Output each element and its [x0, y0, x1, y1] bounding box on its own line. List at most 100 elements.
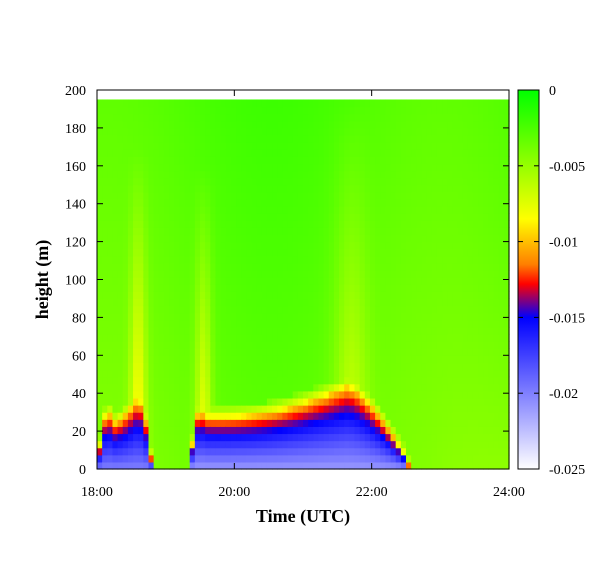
heatmap-cell — [462, 191, 469, 200]
heatmap-cell — [493, 390, 500, 399]
heatmap-cell — [127, 284, 134, 292]
heatmap-cell — [308, 248, 314, 257]
heatmap-cell — [390, 447, 397, 456]
heatmap-cell — [174, 369, 180, 378]
heatmap-cell — [256, 284, 263, 292]
heatmap-cell — [292, 220, 299, 228]
heatmap-cell — [148, 341, 155, 349]
heatmap-cell — [375, 227, 381, 236]
heatmap-cell — [426, 341, 433, 349]
heatmap-cell — [395, 106, 402, 115]
heatmap-cell — [333, 213, 340, 221]
heatmap-cell — [385, 191, 392, 200]
heatmap-cell — [503, 198, 510, 207]
heatmap-cell — [230, 298, 237, 307]
heatmap-cell — [133, 419, 139, 427]
heatmap-cell — [282, 142, 289, 150]
heatmap-cell — [339, 113, 345, 122]
heatmap-cell — [385, 220, 392, 228]
heatmap-cell — [107, 426, 114, 435]
heatmap-cell — [148, 461, 155, 470]
heatmap-cell — [215, 163, 222, 172]
heatmap-cell — [462, 248, 469, 257]
heatmap-cell — [375, 369, 381, 378]
heatmap-cell — [138, 191, 144, 200]
heatmap-cell — [488, 206, 495, 214]
heatmap-cell — [400, 170, 407, 179]
heatmap-cell — [133, 362, 139, 371]
heatmap-cell — [390, 120, 397, 129]
heatmap-cell — [184, 120, 191, 129]
heatmap-cell — [339, 419, 345, 427]
heatmap-cell — [493, 149, 500, 157]
heatmap-cell — [400, 298, 407, 307]
heatmap-cell — [349, 177, 356, 186]
heatmap-cell — [416, 163, 423, 172]
heatmap-cell — [472, 362, 479, 371]
heatmap-cell — [472, 405, 479, 413]
heatmap-cell — [292, 99, 299, 108]
heatmap-cell — [467, 241, 474, 250]
heatmap-cell — [380, 142, 386, 150]
heatmap-cell — [179, 298, 186, 307]
heatmap-cell — [421, 333, 428, 342]
heatmap-cell — [194, 426, 201, 435]
heatmap-cell — [503, 120, 510, 129]
heatmap-cell — [148, 184, 155, 193]
heatmap-cell — [163, 120, 170, 129]
heatmap-cell — [143, 426, 150, 435]
heatmap-cell — [236, 213, 242, 221]
heatmap-cell — [478, 277, 484, 285]
heatmap-cell — [292, 440, 299, 449]
heatmap-cell — [225, 298, 232, 307]
heatmap-cell — [462, 220, 469, 228]
heatmap-cell — [395, 433, 402, 442]
heatmap-cell — [313, 262, 320, 271]
heatmap-cell — [488, 291, 495, 300]
heatmap-cell — [261, 405, 268, 413]
heatmap-cell — [158, 241, 165, 250]
heatmap-cell — [354, 248, 361, 257]
heatmap-cell — [220, 120, 227, 129]
heatmap-cell — [406, 454, 412, 463]
heatmap-cell — [297, 312, 304, 321]
heatmap-cell — [251, 248, 258, 257]
heatmap-cell — [287, 405, 294, 413]
heatmap-cell — [339, 213, 345, 221]
heatmap-cell — [210, 255, 217, 264]
heatmap-cell — [174, 184, 180, 193]
heatmap-cell — [493, 120, 500, 129]
heatmap-cell — [261, 213, 268, 221]
heatmap-cell — [179, 206, 186, 214]
heatmap-cell — [488, 113, 495, 122]
heatmap-cell — [354, 355, 361, 364]
heatmap-cell — [411, 241, 417, 250]
heatmap-cell — [333, 426, 340, 435]
heatmap-cell — [369, 284, 376, 292]
heatmap-cell — [452, 248, 459, 257]
heatmap-cell — [313, 135, 320, 143]
heatmap-cell — [447, 284, 453, 292]
heatmap-cell — [354, 461, 361, 470]
heatmap-cell — [375, 163, 381, 172]
heatmap-cell — [328, 319, 335, 328]
heatmap-cell — [256, 191, 263, 200]
heatmap-cell — [169, 390, 175, 399]
heatmap-cell — [390, 341, 397, 349]
heatmap-cell — [143, 149, 150, 157]
heatmap-cell — [380, 440, 386, 449]
heatmap-cell — [143, 135, 150, 143]
heatmap-cell — [127, 383, 134, 392]
heatmap-cell — [447, 262, 453, 271]
heatmap-cell — [436, 362, 443, 371]
heatmap-cell — [97, 284, 103, 292]
heatmap-cell — [503, 355, 510, 364]
heatmap-cell — [287, 312, 294, 321]
heatmap-cell — [102, 156, 108, 165]
heatmap-cell — [416, 198, 423, 207]
heatmap-cell — [225, 355, 232, 364]
heatmap-cell — [215, 419, 222, 427]
heatmap-cell — [225, 362, 232, 371]
heatmap-cell — [169, 305, 175, 314]
heatmap-cell — [421, 447, 428, 456]
